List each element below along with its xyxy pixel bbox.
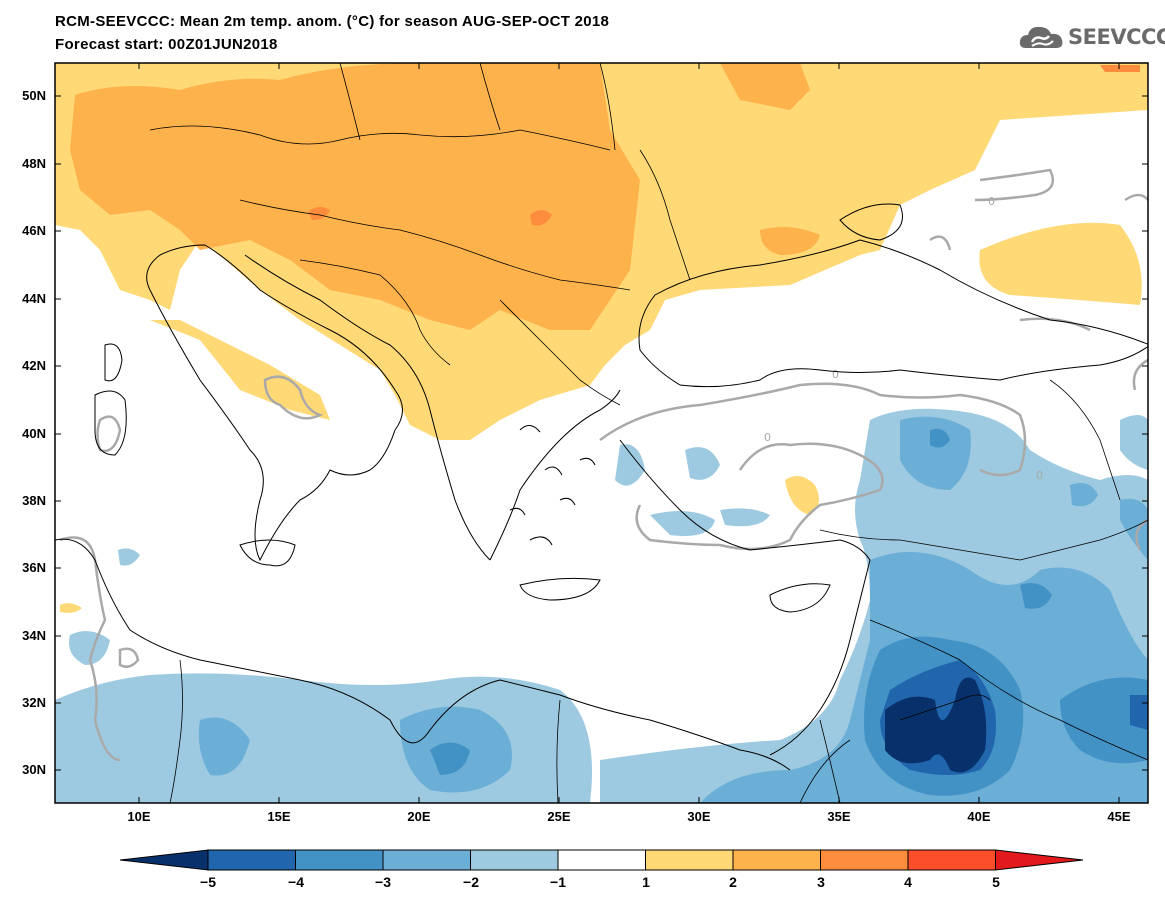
colorbar-label: −4 — [288, 874, 304, 890]
lat-tick-label: 36N — [22, 560, 46, 575]
country-borders — [149, 63, 1148, 803]
warm-anomaly-region — [60, 603, 82, 613]
cold-anomaly-region — [198, 717, 250, 776]
lon-tick-label: 15E — [267, 809, 291, 824]
crete-coast — [519, 577, 601, 601]
cold-anomaly-region — [430, 742, 470, 775]
lat-tick-label: 50N — [22, 88, 46, 103]
colorbar-label: −2 — [463, 874, 479, 890]
turkey-south-coast — [619, 439, 871, 561]
lon-tick-label: 25E — [547, 809, 571, 824]
colorbar-right-arrow — [995, 849, 1084, 871]
lat-tick-label: 32N — [22, 695, 46, 710]
warm-anomaly-region — [150, 320, 330, 420]
warm-anomaly-region — [1100, 65, 1140, 72]
cold-anomaly-region — [1060, 677, 1148, 764]
sardinia-coast — [94, 390, 127, 456]
cold-anomaly-region — [615, 444, 645, 486]
colorbar-segment — [820, 849, 909, 871]
lon-tick-label: 10E — [127, 809, 151, 824]
colorbar-label: −5 — [200, 874, 216, 890]
colorbar-label: 2 — [729, 874, 737, 890]
north-africa-coast — [55, 538, 791, 771]
colorbar-segment — [470, 849, 559, 871]
cold-anomaly-region — [1120, 498, 1148, 560]
colorbar-segment — [907, 849, 996, 871]
cold-anomaly-region — [885, 677, 987, 773]
lat-tick-label: 40N — [22, 426, 46, 441]
contour-label-0: 0 — [1036, 469, 1043, 482]
cold-anomaly-region — [1020, 582, 1052, 609]
warm-anomaly-region — [308, 206, 330, 220]
contour-label-0: 0 — [832, 368, 839, 381]
forecast-start-label: Forecast start: 00Z01JUN2018 — [55, 36, 278, 53]
cold-anomaly-region — [685, 447, 720, 480]
cloud-icon — [1019, 26, 1063, 48]
adriatic-east-coast — [244, 254, 491, 561]
azov-sea-coast — [839, 203, 903, 241]
cold-anomaly-region — [1120, 415, 1148, 470]
contour-label-0: 0 — [988, 195, 995, 208]
lon-tick-label: 30E — [687, 809, 711, 824]
warm-anomaly-region — [720, 63, 810, 110]
colorbar-segment — [295, 849, 384, 871]
lat-tick-label: 30N — [22, 762, 46, 777]
lat-tick-label: 42N — [22, 358, 46, 373]
greece-coast — [489, 389, 621, 561]
map-frame — [54, 62, 1149, 804]
zero-contour — [59, 168, 1148, 762]
aegean-islands — [509, 425, 596, 546]
seevccc-logo: SEEVCCC — [1018, 22, 1165, 52]
contour-labels: 0 0 0 0 — [764, 195, 1043, 482]
lat-tick-label: 46N — [22, 223, 46, 238]
levant-coast — [769, 559, 871, 756]
cold-anomaly-region — [650, 511, 715, 536]
colorbar-segment — [382, 849, 471, 871]
warm-anomaly-region — [979, 222, 1142, 305]
cold-anomaly-region — [69, 631, 110, 665]
colorbar-label: 3 — [817, 874, 825, 890]
lon-tick-label: 20E — [407, 809, 431, 824]
lat-tick-label: 34N — [22, 628, 46, 643]
colorbar-segment — [732, 849, 821, 871]
warm-anomaly-region — [760, 226, 820, 255]
cyprus-coast — [769, 583, 831, 613]
axis-ticks — [55, 63, 1148, 803]
colorbar-label: −1 — [550, 874, 566, 890]
contour-label-0: 0 — [764, 431, 771, 444]
black-sea-coast — [638, 239, 1148, 388]
lat-tick-label: 48N — [22, 156, 46, 171]
map-title: RCM-SEEVCCC: Mean 2m temp. anom. (°C) fo… — [55, 13, 610, 30]
warm-anomaly-region — [70, 63, 640, 330]
corsica-coast — [104, 343, 123, 382]
anomaly-field: 0 0 0 0 — [55, 63, 1148, 803]
colorbar-left-arrow — [119, 849, 209, 871]
sicily-coast — [239, 539, 296, 567]
lat-tick-label: 38N — [22, 493, 46, 508]
warm-anomaly-region — [785, 476, 819, 515]
cold-anomaly-region — [1130, 695, 1148, 730]
colorbar-label: 4 — [904, 874, 912, 890]
cold-anomaly-region — [118, 548, 140, 566]
colorbar-label: −3 — [375, 874, 391, 890]
colorbar-segment — [557, 849, 646, 871]
lon-tick-label: 45E — [1107, 809, 1131, 824]
warm-anomaly-region — [530, 210, 552, 226]
lat-tick-label: 44N — [22, 291, 46, 306]
coastlines — [55, 203, 1148, 771]
italy-coast — [146, 244, 403, 562]
colorbar-segment — [207, 849, 296, 871]
colorbar-label: 5 — [992, 874, 1000, 890]
cold-anomaly-region — [1070, 482, 1098, 507]
lon-tick-label: 35E — [827, 809, 851, 824]
colorbar-label: 1 — [642, 874, 650, 890]
cold-anomaly-region — [900, 416, 971, 490]
lon-tick-label: 40E — [967, 809, 991, 824]
cold-anomaly-region — [720, 508, 770, 527]
logo-text: SEEVCCC — [1068, 25, 1165, 49]
cold-anomaly-region — [930, 428, 950, 448]
colorbar-segment — [645, 849, 734, 871]
